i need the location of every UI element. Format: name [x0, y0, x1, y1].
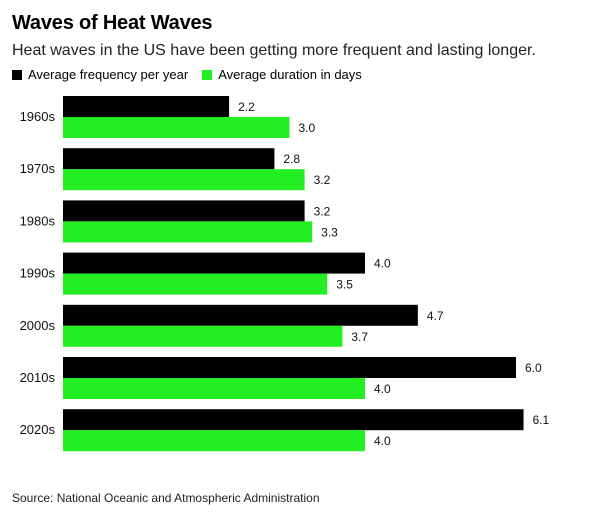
- bar-duration-1980s: [63, 221, 313, 243]
- category-label-1980s: 1980s: [20, 213, 56, 228]
- data-label-duration-1980s: 3.3: [321, 225, 338, 239]
- bar-duration-1960s: [63, 117, 290, 138]
- source-note: Source: National Oceanic and Atmospheric…: [12, 491, 320, 505]
- bar-frequency-2010s: [63, 357, 516, 378]
- data-label-duration-1970s: 3.2: [314, 173, 331, 187]
- bar-frequency-1990s: [63, 252, 365, 274]
- legend-swatch-frequency: [12, 69, 22, 80]
- category-label-1960s: 1960s: [20, 109, 56, 124]
- legend-swatch-duration: [202, 69, 213, 80]
- data-label-duration-1990s: 3.5: [336, 278, 353, 292]
- data-label-frequency-1960s: 2.2: [238, 100, 255, 114]
- legend-label-duration: Average duration in days: [218, 67, 362, 82]
- bar-duration-2010s: [63, 378, 365, 399]
- bar-frequency-1970s: [63, 148, 275, 170]
- legend-label-frequency: Average frequency per year: [28, 67, 189, 82]
- category-label-2010s: 2010s: [20, 370, 56, 385]
- category-label-2020s: 2020s: [20, 422, 56, 437]
- bar-duration-1970s: [63, 169, 305, 191]
- data-label-duration-2010s: 4.0: [374, 382, 391, 396]
- data-label-frequency-1990s: 4.0: [374, 257, 391, 271]
- data-label-frequency-1980s: 3.2: [314, 204, 331, 218]
- data-label-duration-2020s: 4.0: [374, 434, 391, 448]
- data-label-duration-1960s: 3.0: [299, 121, 316, 135]
- bar-duration-1990s: [63, 273, 328, 295]
- bar-frequency-1960s: [63, 96, 230, 117]
- legend-item-frequency: Average frequency per year: [12, 67, 188, 82]
- bar-chart: 1960s 2.2 3.0 1970s 2.8 3.2 1980s 3.2 3.3 1990s 4.…: [20, 96, 550, 452]
- data-label-frequency-1970s: 2.8: [283, 152, 300, 166]
- bar-frequency-2000s: [63, 304, 418, 326]
- bar-frequency-2020s: [63, 409, 524, 431]
- legend-item-duration: Average duration in days: [202, 67, 362, 82]
- chart-subtitle: Heat waves in the US have been getting m…: [12, 42, 536, 59]
- category-label-1990s: 1990s: [20, 266, 56, 281]
- category-label-1970s: 1970s: [20, 161, 56, 176]
- data-label-frequency-2010s: 6.0: [525, 361, 542, 375]
- legend: Average frequency per year Average durat…: [12, 67, 376, 82]
- data-label-frequency-2020s: 6.1: [533, 413, 550, 427]
- bar-frequency-1980s: [63, 200, 305, 222]
- data-label-frequency-2000s: 4.7: [427, 309, 444, 323]
- bar-duration-2020s: [63, 430, 365, 452]
- bar-duration-2000s: [63, 325, 343, 347]
- category-label-2000s: 2000s: [20, 318, 56, 333]
- data-label-duration-2000s: 3.7: [351, 330, 368, 344]
- chart-title: Waves of Heat Waves: [12, 12, 213, 34]
